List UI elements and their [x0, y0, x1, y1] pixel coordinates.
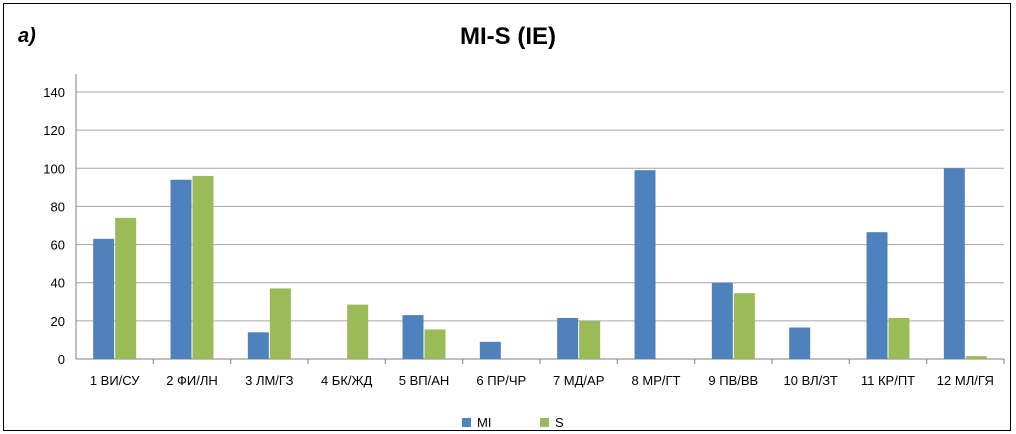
bar-s-7 — [579, 320, 601, 359]
x-tick-label: 8 МР/ГТ — [632, 373, 681, 388]
x-tick-label: 9 ПВ/ВВ — [708, 373, 758, 388]
x-tick-label: 1 ВИ/СУ — [90, 373, 140, 388]
bar-mi-9 — [711, 282, 733, 359]
bar-s-5 — [424, 329, 446, 359]
bar-s-3 — [269, 288, 291, 359]
bar-mi-7 — [557, 317, 579, 359]
legend-label-mi: MI — [477, 415, 491, 430]
y-tick-label: 0 — [58, 352, 65, 367]
x-tick-label: 10 ВЛ/ЗТ — [784, 373, 838, 388]
x-tick-label: 12 МЛ/ГЯ — [937, 373, 994, 388]
chart-title: MI-S (IE) — [460, 23, 556, 50]
x-axis-ticks: 1 ВИ/СУ 2 ФИ/ЛН 3 ЛМ/ГЗ 4 БК/ЖД 5 ВП/АН 6 ПР/… — [90, 359, 1005, 388]
legend-label-s: S — [555, 415, 564, 430]
bar-mi-10 — [789, 327, 811, 359]
legend-swatch-s — [540, 418, 549, 427]
bars — [93, 168, 987, 359]
y-tick-label: 20 — [51, 314, 65, 329]
gridlines — [75, 74, 1004, 360]
y-tick-label: 60 — [51, 238, 65, 253]
bar-s-2 — [192, 175, 214, 359]
bar-s-4 — [347, 304, 369, 359]
bar-mi-2 — [170, 179, 192, 359]
bar-mi-5 — [402, 315, 424, 359]
bar-mi-11 — [866, 232, 888, 359]
legend: MI S — [462, 415, 564, 430]
bar-mi-8 — [634, 170, 656, 359]
x-tick-label: 7 МД/АР — [553, 373, 604, 388]
panel-label: a) — [18, 25, 36, 47]
x-tick-label: 6 ПР/ЧР — [476, 373, 526, 388]
bar-s-11 — [888, 317, 910, 359]
bar-s-12 — [965, 356, 987, 359]
y-tick-label: 100 — [43, 161, 65, 176]
bar-mi-3 — [247, 332, 269, 359]
bar-s-1 — [115, 217, 137, 359]
bar-s-9 — [733, 293, 755, 359]
chart-frame — [3, 3, 1011, 431]
legend-swatch-mi — [462, 418, 471, 427]
x-tick-label: 11 КР/ПТ — [861, 373, 915, 388]
y-tick-label: 80 — [51, 199, 65, 214]
y-tick-label: 140 — [43, 85, 65, 100]
y-axis-ticks: 0 20 40 60 80 100 120 140 — [43, 85, 65, 367]
bar-mi-6 — [479, 341, 501, 359]
y-tick-label: 40 — [51, 276, 65, 291]
y-tick-label: 120 — [43, 123, 65, 138]
x-tick-label: 5 ВП/АН — [399, 373, 450, 388]
bar-mi-1 — [93, 238, 115, 359]
x-tick-label: 2 ФИ/ЛН — [166, 373, 218, 388]
x-tick-label: 3 ЛМ/ГЗ — [245, 373, 294, 388]
bar-mi-12 — [943, 168, 965, 359]
x-tick-label: 4 БК/ЖД — [321, 373, 373, 388]
